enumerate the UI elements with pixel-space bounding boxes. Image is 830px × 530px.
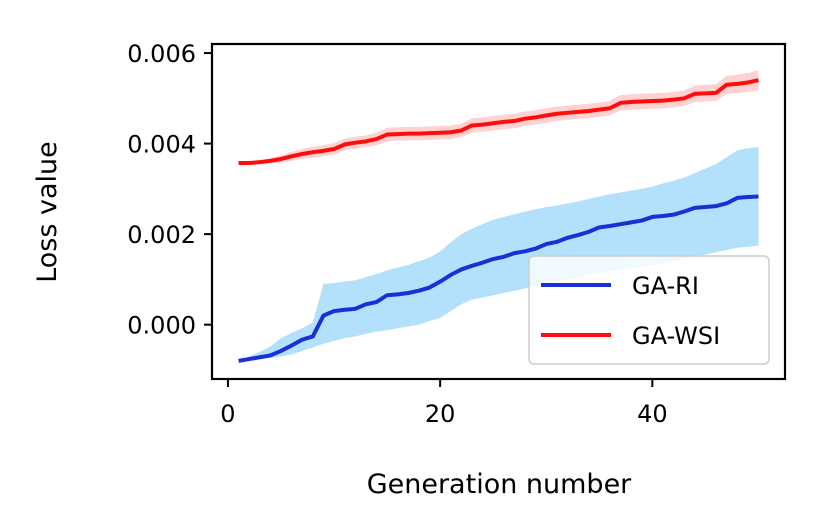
series-line-ga-ri — [238, 194, 759, 363]
y-tick-label: 0.006 — [127, 40, 196, 68]
plot-frame — [210, 42, 787, 381]
y-tick-label: 0.004 — [127, 131, 196, 159]
x-axis-label: Generation number — [367, 469, 632, 500]
legend: GA-RI GA-WSI — [528, 255, 770, 365]
y-tick-label: 0.000 — [127, 312, 196, 340]
y-axis-label: Loss value — [32, 141, 63, 283]
x-tick-label: 20 — [425, 400, 456, 428]
x-tick-label: 0 — [220, 400, 235, 428]
legend-label: GA-WSI — [632, 322, 720, 350]
legend-label: GA-RI — [632, 272, 699, 300]
y-tick-label: 0.002 — [127, 221, 196, 249]
series-line-ga-wsi — [238, 78, 759, 166]
x-axis-ticks: 0 20 40 — [220, 379, 668, 428]
y-axis-ticks: 0.000 0.002 0.004 0.006 — [127, 40, 212, 340]
band-ga-ri — [238, 147, 759, 361]
series-lines — [238, 78, 759, 363]
x-tick-label: 40 — [637, 400, 668, 428]
